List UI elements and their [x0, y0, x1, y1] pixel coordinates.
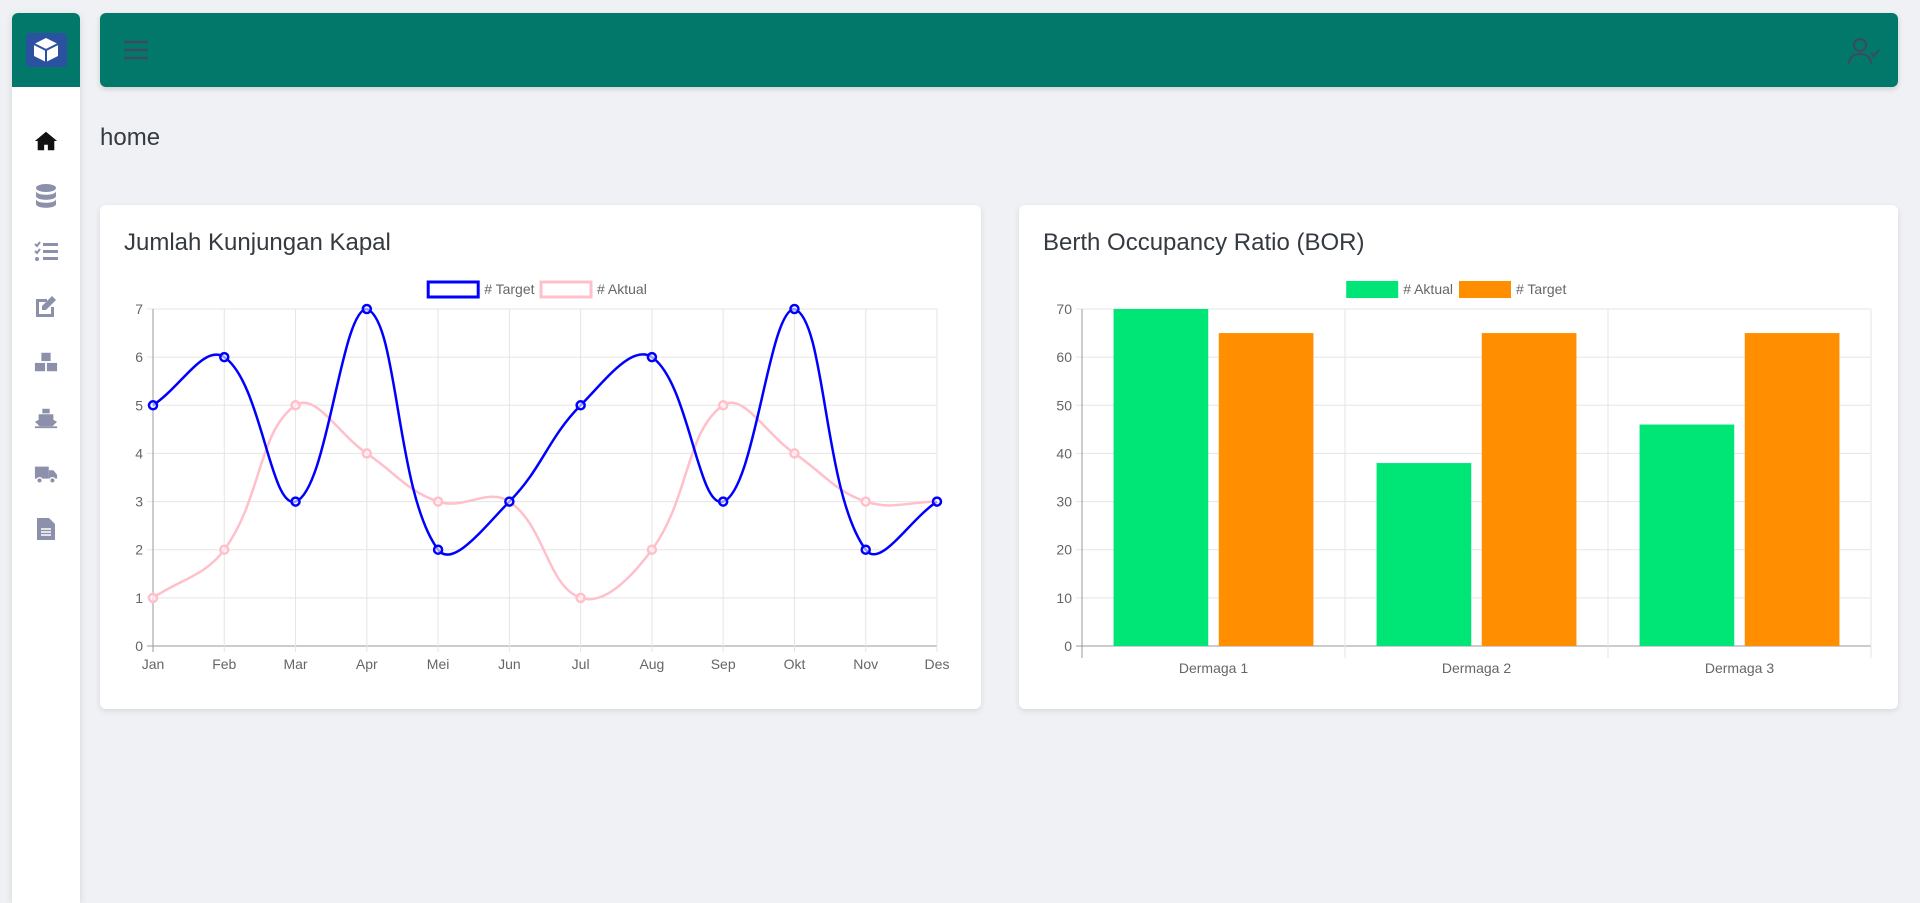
top-navbar — [100, 13, 1898, 87]
y-tick-label: 0 — [135, 638, 143, 654]
legend-label: # Target — [1516, 281, 1566, 297]
x-tick-label: Des — [925, 656, 950, 672]
database-icon[interactable] — [34, 184, 58, 208]
series-line — [152, 401, 938, 601]
data-point — [219, 544, 230, 555]
legend-label: # Target — [484, 281, 534, 297]
data-point — [504, 496, 515, 507]
y-tick-label: 3 — [135, 494, 143, 510]
truck-icon[interactable] — [34, 462, 58, 486]
data-point — [931, 496, 943, 507]
y-tick-label: 50 — [1056, 397, 1072, 413]
edit-icon[interactable] — [34, 294, 58, 318]
x-tick-label: Mei — [427, 656, 450, 672]
data-point — [860, 544, 871, 555]
x-tick-label: Jul — [572, 656, 590, 672]
x-tick-label: Okt — [784, 656, 806, 672]
line-chart: # Target # Aktual 0 1 2 3 4 5 6 7 Jan Feb Mar Apr Mei J… — [135, 280, 950, 672]
bar-chart-card: Berth Occupancy Ratio (BOR) # Aktual # Ta… — [1019, 205, 1898, 709]
series-line — [152, 307, 938, 556]
data-point — [789, 303, 800, 315]
y-tick-label: 5 — [135, 397, 143, 413]
line-chart-title: Jumlah Kunjungan Kapal — [124, 229, 391, 256]
data-point — [147, 592, 159, 604]
data-point — [860, 496, 871, 507]
y-tick-label: 0 — [1064, 638, 1072, 654]
y-tick-label: 60 — [1056, 349, 1072, 365]
y-tick-label: 6 — [135, 349, 143, 365]
page-title: home — [100, 124, 161, 151]
y-tick-label: 30 — [1056, 494, 1072, 510]
checklist-icon[interactable] — [34, 240, 58, 264]
data-point — [290, 496, 301, 507]
data-point — [147, 400, 159, 411]
bar — [1113, 309, 1209, 646]
data-point — [717, 496, 729, 507]
y-tick-label: 7 — [135, 301, 143, 317]
sidebar — [12, 13, 80, 903]
data-point — [432, 496, 444, 507]
home-icon[interactable] — [34, 129, 58, 153]
data-point — [646, 544, 658, 555]
bar-chart: # Aktual # Target 0 10 20 30 40 50 60 70 Dermaga 1… — [1056, 281, 1872, 676]
bar — [1218, 333, 1314, 646]
data-point — [432, 544, 444, 555]
document-icon[interactable] — [34, 517, 58, 541]
line-chart-card: Jumlah Kunjungan Kapal # Target # Aktual 0… — [100, 205, 981, 709]
bar — [1481, 333, 1577, 646]
x-tick-label: Mar — [283, 656, 307, 672]
y-tick-label: 20 — [1056, 542, 1072, 558]
bar-chart-title: Berth Occupancy Ratio (BOR) — [1043, 229, 1365, 256]
y-tick-label: 10 — [1056, 590, 1072, 606]
ship-icon[interactable] — [34, 406, 58, 430]
x-tick-label: Apr — [356, 656, 378, 672]
y-tick-label: 1 — [135, 590, 143, 606]
legend-swatch — [426, 280, 480, 299]
x-tick-label: Dermaga 2 — [1442, 660, 1511, 676]
x-tick-label: Jan — [142, 656, 165, 672]
x-tick-label: Sep — [711, 656, 736, 672]
data-point — [575, 592, 586, 604]
bar — [1376, 463, 1472, 646]
boxes-icon[interactable] — [34, 350, 58, 374]
app-logo[interactable] — [25, 33, 67, 67]
data-point — [219, 351, 230, 363]
data-point — [575, 400, 586, 411]
data-point — [361, 303, 373, 315]
sidebar-header — [12, 13, 80, 87]
x-tick-label: Feb — [212, 656, 236, 672]
data-point — [717, 400, 729, 411]
y-tick-label: 70 — [1056, 301, 1072, 317]
y-tick-label: 2 — [135, 542, 143, 558]
x-tick-label: Dermaga 1 — [1179, 660, 1248, 676]
bar — [1639, 424, 1735, 646]
legend-swatch — [1459, 281, 1511, 298]
data-point — [646, 351, 658, 363]
legend-label: # Aktual — [1403, 281, 1453, 297]
legend-swatch — [1346, 281, 1399, 298]
data-point — [361, 448, 373, 459]
legend-label: # Aktual — [597, 281, 647, 297]
menu-toggle-icon[interactable] — [122, 39, 150, 61]
data-point — [290, 400, 301, 411]
y-tick-label: 40 — [1056, 445, 1072, 461]
y-tick-label: 4 — [135, 445, 143, 461]
x-tick-label: Aug — [639, 656, 664, 672]
x-tick-label: Nov — [853, 656, 878, 672]
bar — [1744, 333, 1840, 646]
x-tick-label: Jun — [498, 656, 521, 672]
x-tick-label: Dermaga 3 — [1705, 660, 1774, 676]
user-check-icon[interactable] — [1848, 37, 1880, 65]
legend-swatch — [539, 280, 593, 299]
data-point — [789, 448, 800, 459]
